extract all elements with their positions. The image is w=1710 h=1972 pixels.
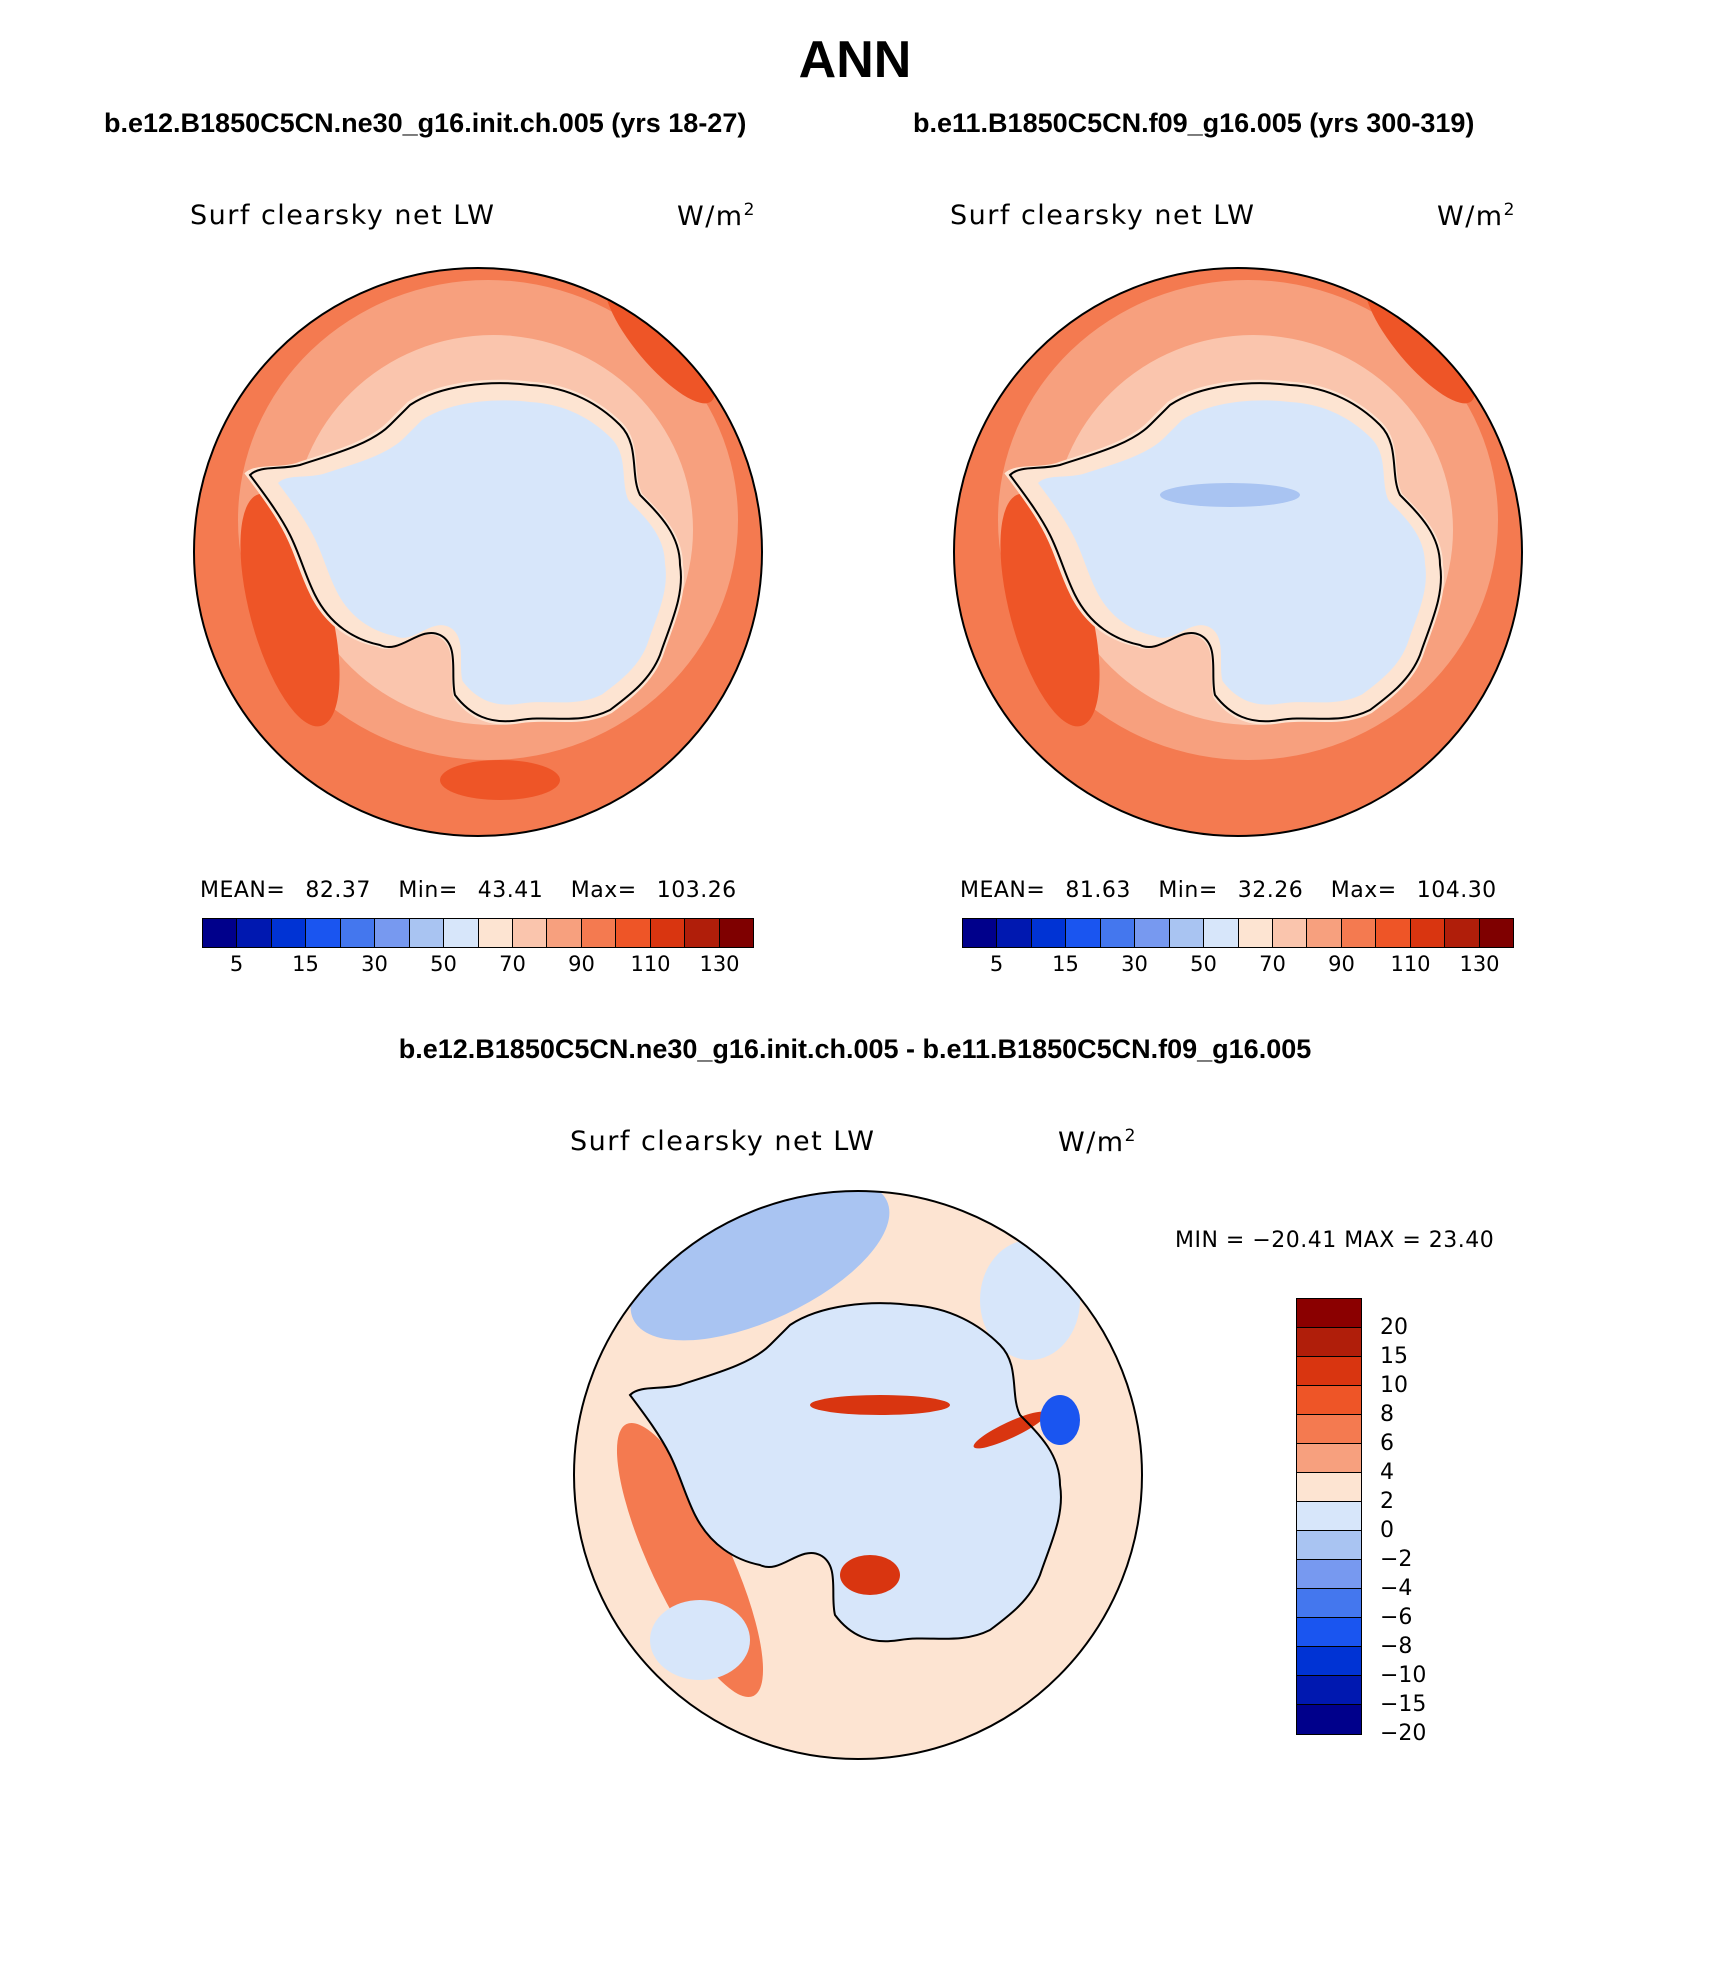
colorbar-swatch bbox=[478, 919, 513, 947]
colorbar-tick-label: 110 bbox=[630, 952, 671, 976]
colorbar-tick-label: 70 bbox=[499, 952, 526, 976]
colorbar-swatch bbox=[1135, 919, 1170, 947]
panel-2-colorbar: 5 15 30 50 70 90 110 130 bbox=[962, 918, 1514, 976]
colorbar-tick-label: 15 bbox=[292, 952, 319, 976]
colorbar-swatch bbox=[685, 919, 720, 947]
panel-1-units-label: W/m2 bbox=[677, 200, 756, 232]
colorbar-swatch bbox=[650, 919, 686, 947]
colorbar-tick-label: 15 bbox=[1052, 952, 1079, 976]
diff-colorbar-swatch bbox=[1297, 1618, 1361, 1647]
figure-title: ANN bbox=[798, 31, 912, 89]
colorbar-tick-label: 50 bbox=[1190, 952, 1217, 976]
diff-colorbar-swatch bbox=[1297, 1502, 1361, 1531]
colorbar-tick-label: 30 bbox=[1121, 952, 1148, 976]
difference-colorbar-labels: 20 15 10 8 6 4 2 0 −2 −4 −6 −8 −10 −15 −20 bbox=[1380, 1298, 1460, 1746]
diff-colorbar-tick-label: 0 bbox=[1380, 1518, 1394, 1543]
diff-colorbar-tick-label: −15 bbox=[1380, 1692, 1427, 1717]
difference-minmax: MIN = −20.41 MAX = 23.40 bbox=[1175, 1228, 1495, 1253]
colorbar-swatch bbox=[1238, 919, 1273, 947]
colorbar-swatch bbox=[963, 919, 998, 947]
panel-2-map bbox=[954, 268, 1522, 836]
colorbar-swatch bbox=[444, 919, 479, 947]
diff-colorbar-swatch bbox=[1297, 1705, 1361, 1734]
colorbar-swatch bbox=[1272, 919, 1308, 947]
colorbar-swatch bbox=[1479, 919, 1513, 947]
diff-colorbar-tick-label: 8 bbox=[1380, 1402, 1394, 1427]
diff-colorbar-swatch bbox=[1297, 1473, 1361, 1502]
diff-colorbar-tick-label: 15 bbox=[1380, 1344, 1408, 1369]
colorbar-tick-label: 90 bbox=[1328, 952, 1355, 976]
diff-colorbar-swatch bbox=[1297, 1415, 1361, 1444]
diff-colorbar-tick-label: 20 bbox=[1380, 1315, 1408, 1340]
diff-colorbar-tick-label: 10 bbox=[1380, 1373, 1408, 1398]
colorbar-tick-label: 130 bbox=[699, 952, 740, 976]
diff-colorbar-swatch bbox=[1297, 1386, 1361, 1415]
diff-colorbar-swatch bbox=[1297, 1647, 1361, 1676]
panel-2-case-title: b.e11.B1850C5CN.f09_g16.005 (yrs 300-319… bbox=[913, 108, 1475, 138]
diff-colorbar-tick-label: 4 bbox=[1380, 1460, 1394, 1485]
colorbar-swatch bbox=[237, 919, 272, 947]
diff-colorbar-tick-label: −20 bbox=[1380, 1721, 1427, 1746]
colorbar-swatch bbox=[1204, 919, 1239, 947]
colorbar-swatch bbox=[306, 919, 341, 947]
diff-colorbar-tick-label: 2 bbox=[1380, 1489, 1394, 1514]
colorbar-tick-label: 90 bbox=[568, 952, 595, 976]
colorbar-swatch bbox=[719, 919, 753, 947]
panel-2-units-label: W/m2 bbox=[1437, 200, 1516, 232]
colorbar-tick-label: 5 bbox=[989, 952, 1004, 976]
panel-2-variable-label: Surf clearsky net LW bbox=[950, 200, 1256, 231]
diff-colorbar-swatch bbox=[1297, 1328, 1361, 1357]
diff-colorbar-tick-label: −10 bbox=[1380, 1663, 1427, 1688]
colorbar-swatch bbox=[1100, 919, 1136, 947]
colorbar-swatch bbox=[997, 919, 1032, 947]
diff-colorbar-tick-label: 6 bbox=[1380, 1431, 1394, 1456]
diff-colorbar-swatch bbox=[1297, 1531, 1361, 1560]
diff-colorbar-swatch bbox=[1297, 1589, 1361, 1618]
difference-map bbox=[574, 1191, 1142, 1759]
diff-colorbar-tick-label: −4 bbox=[1380, 1576, 1413, 1601]
diff-colorbar-swatch bbox=[1297, 1299, 1361, 1328]
diff-colorbar-tick-label: −6 bbox=[1380, 1605, 1413, 1630]
diff-colorbar-swatch bbox=[1297, 1357, 1361, 1386]
colorbar-tick-label: 5 bbox=[229, 952, 244, 976]
colorbar-swatch bbox=[1066, 919, 1101, 947]
panel-1-colorbar: 5 15 30 50 70 90 110 130 bbox=[202, 918, 754, 976]
panel-1-map bbox=[194, 268, 762, 836]
colorbar-swatch bbox=[581, 919, 617, 947]
colorbar-swatch bbox=[375, 919, 410, 947]
difference-variable-label: Surf clearsky net LW bbox=[570, 1126, 876, 1157]
colorbar-swatch bbox=[1341, 919, 1377, 947]
diff-colorbar-swatch bbox=[1297, 1444, 1361, 1473]
colorbar-tick-label: 30 bbox=[361, 952, 388, 976]
colorbar-swatch bbox=[1376, 919, 1411, 947]
colorbar-swatch bbox=[203, 919, 238, 947]
colorbar-swatch bbox=[1169, 919, 1205, 947]
difference-colorbar bbox=[1296, 1298, 1362, 1735]
diff-colorbar-tick-label: −2 bbox=[1380, 1547, 1413, 1572]
difference-title: b.e12.B1850C5CN.ne30_g16.init.ch.005 - b… bbox=[398, 1034, 1312, 1064]
colorbar-swatch bbox=[1307, 919, 1342, 947]
diff-colorbar-swatch bbox=[1297, 1560, 1361, 1589]
colorbar-swatch bbox=[616, 919, 651, 947]
panel-1-variable-label: Surf clearsky net LW bbox=[190, 200, 496, 231]
diff-colorbar-tick-label: −8 bbox=[1380, 1634, 1413, 1659]
colorbar-swatch bbox=[271, 919, 307, 947]
colorbar-swatch bbox=[1031, 919, 1067, 947]
colorbar-swatch bbox=[1445, 919, 1480, 947]
colorbar-tick-label: 70 bbox=[1259, 952, 1286, 976]
colorbar-swatch bbox=[1410, 919, 1446, 947]
panel-1-stats: MEAN= 82.37 Min= 43.41 Max= 103.26 bbox=[200, 878, 737, 903]
difference-units-label: W/m2 bbox=[1058, 1126, 1137, 1158]
colorbar-tick-label: 50 bbox=[430, 952, 457, 976]
colorbar-tick-label: 130 bbox=[1459, 952, 1500, 976]
panel-2-stats: MEAN= 81.63 Min= 32.26 Max= 104.30 bbox=[960, 878, 1497, 903]
colorbar-swatch bbox=[340, 919, 376, 947]
panel-1-case-title: b.e12.B1850C5CN.ne30_g16.init.ch.005 (yr… bbox=[104, 108, 747, 138]
diff-colorbar-swatch bbox=[1297, 1676, 1361, 1705]
colorbar-swatch bbox=[409, 919, 445, 947]
colorbar-tick-label: 110 bbox=[1390, 952, 1431, 976]
colorbar-swatch bbox=[547, 919, 582, 947]
colorbar-swatch bbox=[512, 919, 548, 947]
